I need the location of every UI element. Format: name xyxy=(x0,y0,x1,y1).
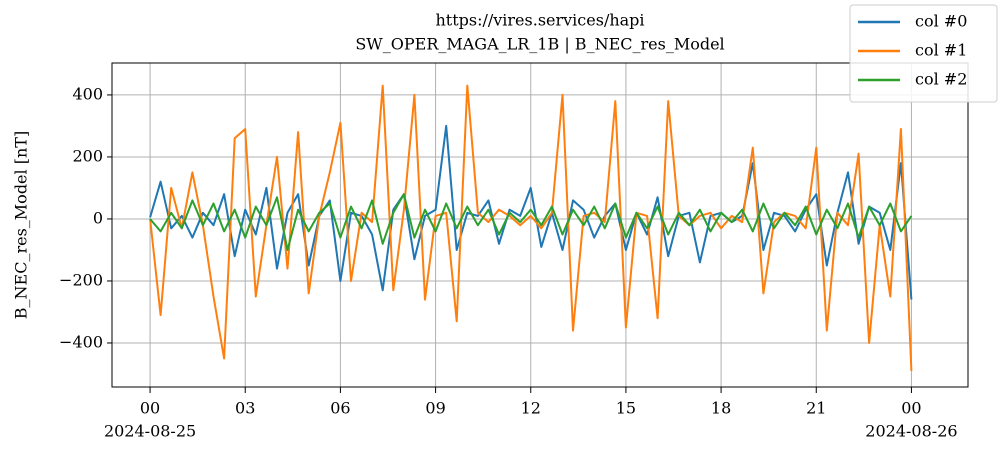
x-tick-label: 09 xyxy=(425,399,445,418)
legend-label: col #1 xyxy=(915,41,967,60)
x-tick-label: 12 xyxy=(521,399,541,418)
chart-title: https://vires.services/hapi xyxy=(435,11,644,30)
x-tick-label: 18 xyxy=(711,399,731,418)
x-tick-label: 21 xyxy=(806,399,826,418)
y-tick-label: 400 xyxy=(72,84,103,103)
x-tick-sublabel: 2024-08-25 xyxy=(104,422,196,441)
x-tick-sublabel: 2024-08-26 xyxy=(865,422,957,441)
legend-label: col #0 xyxy=(915,12,967,31)
y-tick-label: −400 xyxy=(59,332,103,351)
plot-frame xyxy=(111,62,969,388)
series-line xyxy=(149,193,913,251)
x-tick-label: 06 xyxy=(330,399,350,418)
x-tick-label: 00 xyxy=(140,399,160,418)
y-tick-label: −200 xyxy=(59,270,103,289)
series-line xyxy=(149,124,913,300)
x-tick-label: 03 xyxy=(235,399,255,418)
y-tick-label: 200 xyxy=(72,146,103,165)
chart-subtitle: SW_OPER_MAGA_LR_1B | B_NEC_res_Model xyxy=(355,35,724,54)
legend-box xyxy=(849,4,998,103)
x-tick-label: 15 xyxy=(616,399,636,418)
y-axis-label: B_NEC_res_Model [nT] xyxy=(12,131,31,319)
x-tick-label: 00 xyxy=(901,399,921,418)
y-tick-label: 0 xyxy=(93,208,103,227)
legend-label: col #2 xyxy=(915,70,967,89)
